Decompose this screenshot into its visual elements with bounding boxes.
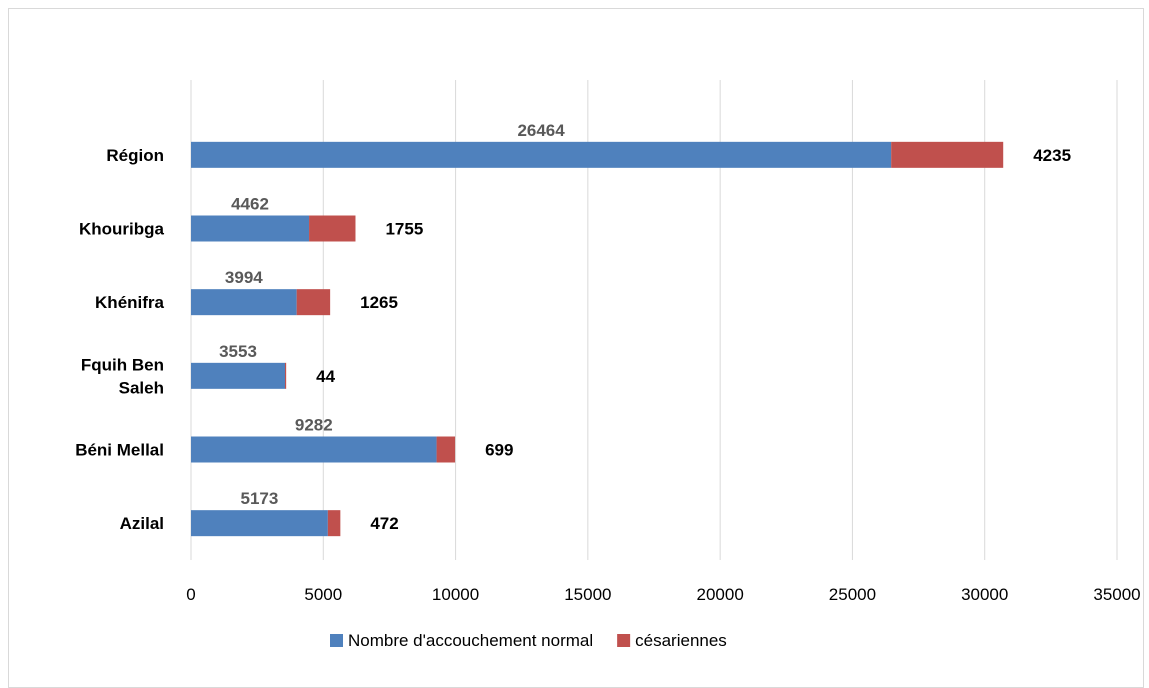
bar-cesariennes [285,362,287,389]
legend-swatch [617,634,631,647]
x-tick-label: 35000 [1093,585,1140,604]
x-tick-label: 20000 [697,585,744,604]
data-label-cesariennes: 472 [370,514,398,533]
legend-label: césariennes [635,631,727,650]
x-axis-ticks: 0 5000 10000 15000 20000 25000 30000 35000 [186,585,1140,604]
bar-cesariennes [436,436,456,463]
bar-normal [191,362,286,389]
data-label-normal: 5173 [241,489,279,508]
category-label: Khouribga [79,220,165,239]
bar-cesariennes [891,141,1004,168]
data-label-cesariennes: 44 [316,367,335,386]
category-labels: Azilal Béni Mellal Fquih Ben Saleh Khénifra K… [75,146,164,533]
legend: Nombre d'accouchement normal césariennes [330,631,727,650]
data-label-cesariennes: 4235 [1033,146,1071,165]
bar-normal [191,141,892,168]
data-label-normal: 9282 [295,416,333,435]
x-tick-label: 0 [186,585,195,604]
bar-cesariennes [327,510,341,537]
bar-normal [191,510,328,537]
data-label-normal: 3553 [219,342,257,361]
x-tick-label: 10000 [432,585,479,604]
x-tick-label: 5000 [304,585,342,604]
x-tick-label: 15000 [564,585,611,604]
data-labels: 5173 472 9282 699 3553 44 3994 1265 4462 1755 2646… [219,121,1071,533]
category-label: Saleh [119,378,164,397]
x-tick-label: 25000 [829,585,876,604]
bar-cesariennes [296,289,331,316]
category-label: Béni Mellal [75,441,164,460]
category-label: Khénifra [95,293,165,312]
category-label: Région [106,146,164,165]
bars [191,141,1004,537]
data-label-normal: 3994 [225,268,263,287]
category-label: Azilal [120,514,164,533]
data-label-cesariennes: 1265 [360,293,398,312]
x-tick-label: 30000 [961,585,1008,604]
legend-swatch [330,634,343,647]
data-label-cesariennes: 699 [485,441,513,460]
bar-cesariennes [309,215,356,242]
data-label-normal: 4462 [231,195,269,214]
bar-normal [191,289,297,316]
data-label-normal: 26464 [517,121,565,140]
category-label: Fquih Ben [81,355,164,374]
data-label-cesariennes: 1755 [385,220,423,239]
bar-normal [191,215,310,242]
legend-label: Nombre d'accouchement normal [348,631,593,650]
bar-normal [191,436,437,463]
